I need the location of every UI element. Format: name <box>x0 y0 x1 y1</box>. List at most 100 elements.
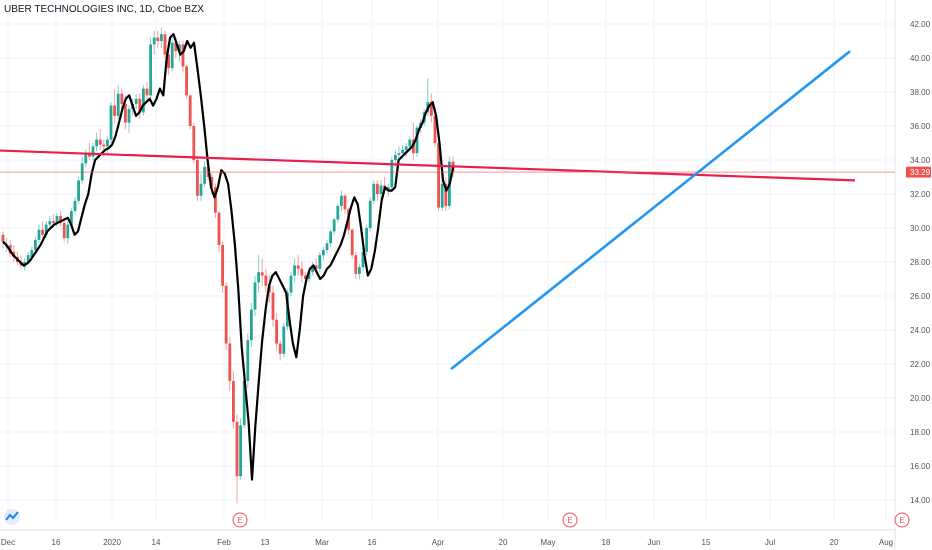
candle-body <box>379 185 383 194</box>
y-tick-label: 22.00 <box>910 360 931 369</box>
x-tick-label: May <box>540 538 555 547</box>
candle-body <box>178 44 181 52</box>
candle-body <box>192 126 196 160</box>
candle-body <box>98 139 102 145</box>
resistance-line[interactable] <box>0 149 856 182</box>
y-tick-label: 16.00 <box>910 462 931 471</box>
earnings-marker-label: E <box>899 516 904 525</box>
x-tick-label: Dec <box>1 538 15 547</box>
candle-body <box>358 267 361 274</box>
candle-body <box>66 224 70 239</box>
earnings-marker-circle <box>562 512 578 528</box>
candle-body <box>26 255 30 262</box>
candle-body <box>149 44 152 96</box>
candle-body <box>48 221 52 225</box>
candle-body <box>278 343 282 354</box>
x-tick-label: Jun <box>648 538 661 547</box>
candle-body <box>52 221 55 223</box>
candle-body <box>325 243 329 251</box>
x-tick-label: Feb <box>217 538 231 547</box>
candle-body <box>440 183 444 208</box>
candle-body <box>55 216 59 223</box>
candle-body <box>156 37 160 41</box>
y-tick-label: 18.00 <box>910 428 931 437</box>
candle-body <box>77 180 80 201</box>
candle-body <box>174 42 178 52</box>
candle-body <box>91 146 95 157</box>
candle-body <box>70 211 73 225</box>
candle-body <box>124 103 127 123</box>
candle-body <box>214 187 217 213</box>
candle-body <box>332 219 336 232</box>
grid <box>0 0 896 550</box>
candle-body <box>430 102 433 116</box>
time-axis[interactable]: Dec 16 2020 14 Feb 13 Mar 16 Apr 20 May 18 Jun 15 Jul 2… <box>1 538 893 547</box>
candle-body <box>120 93 124 104</box>
candle-body <box>329 231 332 244</box>
candle-body <box>340 195 343 206</box>
candle-body <box>239 425 242 477</box>
candle-body <box>307 272 311 279</box>
candle-body <box>372 183 376 201</box>
candle-body <box>41 229 44 235</box>
candle-body <box>246 340 250 381</box>
candle-body <box>257 272 260 283</box>
candle-body <box>271 292 275 320</box>
candle-body <box>199 183 203 196</box>
close-price-line <box>2 33 455 481</box>
candle-body <box>228 343 232 381</box>
candle-body <box>343 195 347 210</box>
candle-body <box>368 200 372 228</box>
x-tick-label: Apr <box>432 538 445 547</box>
candle-body <box>275 319 278 344</box>
candle-body <box>181 44 185 67</box>
candle-body <box>437 143 440 208</box>
y-tick-label: 28.00 <box>910 258 931 267</box>
candle-body <box>253 282 257 310</box>
earnings-marker-circle <box>894 512 910 528</box>
candle-body <box>444 183 448 206</box>
y-tick-label: 36.00 <box>910 122 931 131</box>
tradingview-logo-icon[interactable] <box>3 508 21 526</box>
candle-body <box>322 250 325 256</box>
earnings-marker[interactable]: E <box>232 512 248 528</box>
y-tick-label: 26.00 <box>910 292 931 301</box>
earnings-marker[interactable]: E <box>562 512 578 528</box>
earnings-marker-label: E <box>567 516 572 525</box>
candle-body <box>127 109 131 123</box>
earnings-marker[interactable]: E <box>894 512 910 528</box>
candle-body <box>408 139 412 147</box>
drawings[interactable] <box>0 50 856 371</box>
candle-body <box>88 153 91 157</box>
earnings-marker-circle <box>232 512 248 528</box>
y-tick-label: 38.00 <box>910 88 931 97</box>
x-tick-label: 2020 <box>103 538 121 547</box>
candle-body <box>106 139 109 147</box>
candle-body <box>73 200 77 211</box>
candle-body <box>152 37 156 45</box>
candle-body <box>160 34 163 41</box>
x-tick-label: Jul <box>765 538 775 547</box>
trendline[interactable] <box>450 50 851 371</box>
candle-body <box>224 285 228 344</box>
price-axis[interactable]: 14.00 16.00 18.00 20.00 22.00 24.00 26.00 28.00… <box>910 20 931 505</box>
candle-body <box>260 272 264 276</box>
y-tick-label: 24.00 <box>910 326 931 335</box>
candle-body <box>170 42 174 69</box>
candle-body <box>203 166 206 184</box>
candle-body <box>185 66 188 96</box>
candle-body <box>44 224 48 235</box>
y-tick-label: 30.00 <box>910 224 931 233</box>
x-tick-label: Aug <box>879 538 893 547</box>
last-price-tag: 33.29 <box>906 166 931 178</box>
candle-body <box>282 326 286 354</box>
candle-body <box>293 265 296 276</box>
x-tick-label: 18 <box>602 538 611 547</box>
candle-body <box>300 268 304 276</box>
x-tick-label: 16 <box>368 538 377 547</box>
candle-body <box>221 245 224 286</box>
y-tick-label: 14.00 <box>910 496 931 505</box>
x-tick-label: 13 <box>261 538 270 547</box>
